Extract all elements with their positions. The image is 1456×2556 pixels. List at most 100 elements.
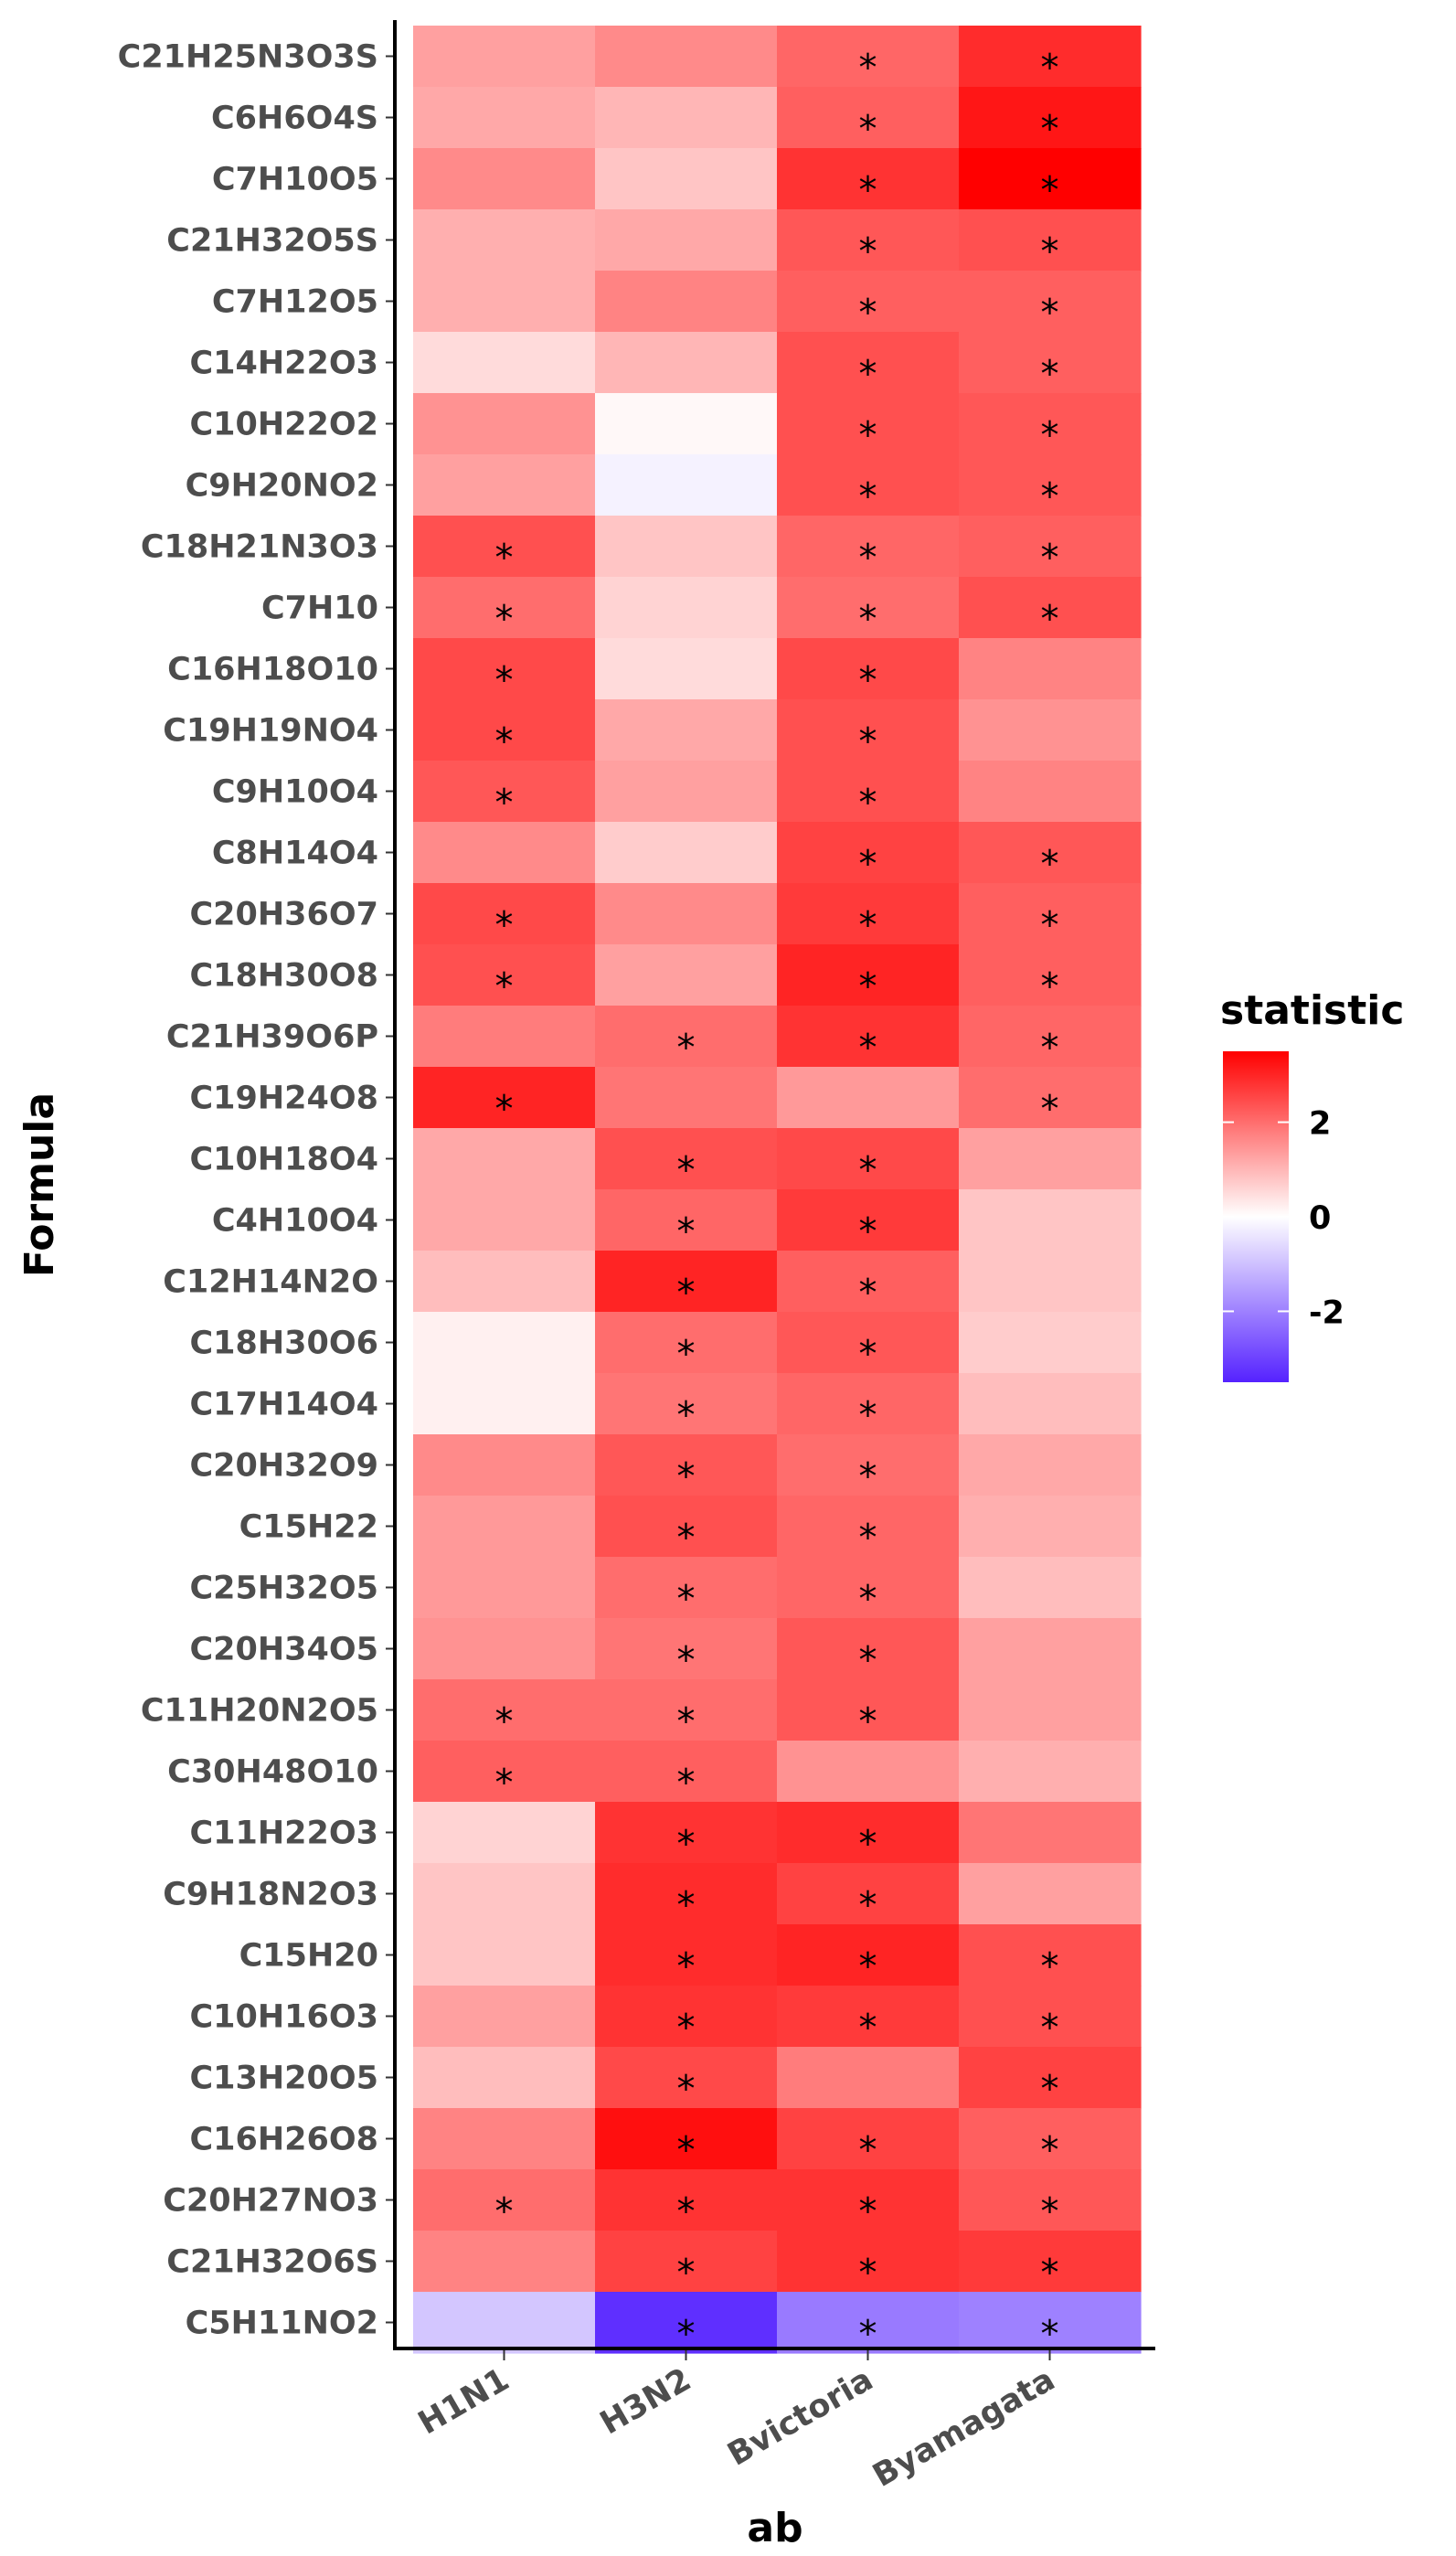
y-tick-label: C11H22O3 bbox=[190, 1816, 379, 1852]
heatmap-cell bbox=[959, 271, 1142, 333]
significance-star: * bbox=[859, 2008, 877, 2050]
heatmap-cell bbox=[413, 1373, 596, 1435]
heatmap-cell bbox=[413, 1496, 596, 1558]
significance-star: * bbox=[495, 599, 514, 641]
heatmap-cell bbox=[595, 1189, 778, 1251]
heatmap-cell bbox=[413, 1741, 596, 1803]
heatmap-cell bbox=[959, 883, 1142, 945]
y-tick-label: C17H14O4 bbox=[190, 1387, 379, 1423]
y-tick-label: C21H32O5S bbox=[166, 223, 378, 260]
heatmap-cell bbox=[595, 87, 778, 149]
heatmap-cell bbox=[959, 1251, 1142, 1313]
heatmap-cell bbox=[595, 883, 778, 945]
heatmap-cell bbox=[413, 2292, 596, 2354]
heatmap-cell bbox=[959, 1067, 1142, 1129]
heatmap-cell bbox=[595, 2047, 778, 2109]
significance-star: * bbox=[1041, 2008, 1059, 2050]
heatmap-cell bbox=[959, 1312, 1142, 1374]
significance-star: * bbox=[1041, 2314, 1059, 2356]
heatmap-cell bbox=[413, 1618, 596, 1680]
heatmap-cell bbox=[595, 1741, 778, 1803]
x-tick-label: H1N1 bbox=[412, 2361, 515, 2442]
heatmap-cell bbox=[959, 1802, 1142, 1864]
significance-star: * bbox=[1041, 599, 1059, 641]
y-tick-label: C21H32O6S bbox=[166, 2244, 378, 2281]
significance-star: * bbox=[859, 1334, 877, 1376]
significance-star: * bbox=[677, 2314, 696, 2356]
y-tick-label: C16H26O8 bbox=[190, 2122, 379, 2158]
heatmap-cell bbox=[595, 1373, 778, 1435]
significance-star: * bbox=[677, 2069, 696, 2111]
heatmap-cell bbox=[777, 26, 960, 88]
heatmap-cell bbox=[959, 2292, 1142, 2354]
y-tick-label: C20H32O9 bbox=[190, 1448, 379, 1485]
heatmap-cell bbox=[413, 638, 596, 700]
heatmap-cell bbox=[777, 209, 960, 272]
heatmap-cell bbox=[413, 699, 596, 761]
y-tick-label: C10H22O2 bbox=[190, 407, 379, 443]
significance-star: * bbox=[677, 1395, 696, 1437]
heatmap-cell bbox=[959, 2047, 1142, 2109]
y-tick-label: C20H27NO3 bbox=[163, 2183, 378, 2220]
heatmap-cell bbox=[413, 1128, 596, 1190]
significance-star: * bbox=[859, 783, 877, 825]
heatmap-cell bbox=[777, 1557, 960, 1619]
significance-star: * bbox=[859, 231, 877, 273]
heatmap-cell bbox=[413, 822, 596, 884]
heatmap-cell bbox=[777, 2108, 960, 2170]
heatmap-cell bbox=[777, 516, 960, 578]
heatmap-cell bbox=[777, 1128, 960, 1190]
significance-star: * bbox=[859, 1885, 877, 1927]
significance-star: * bbox=[1041, 1089, 1059, 1131]
significance-star: * bbox=[495, 721, 514, 763]
heatmap-cell bbox=[413, 2108, 596, 2170]
heatmap-cell bbox=[595, 1312, 778, 1374]
heatmap-cell bbox=[959, 148, 1142, 210]
heatmap-cell bbox=[777, 1434, 960, 1496]
significance-star: * bbox=[1041, 2130, 1059, 2172]
significance-star: * bbox=[495, 1089, 514, 1131]
heatmap-cell bbox=[413, 1189, 596, 1251]
heatmap-cell bbox=[777, 393, 960, 455]
heatmap-cell bbox=[595, 1924, 778, 1986]
significance-star: * bbox=[495, 905, 514, 947]
significance-star: * bbox=[1041, 2069, 1059, 2111]
y-tick-label: C10H18O4 bbox=[190, 1142, 379, 1178]
significance-star: * bbox=[1041, 231, 1059, 273]
significance-star: * bbox=[495, 538, 514, 580]
heatmap-cell bbox=[777, 1496, 960, 1558]
heatmap-cell bbox=[595, 1434, 778, 1496]
heatmap-cell bbox=[777, 148, 960, 210]
y-tick-label: C20H36O7 bbox=[190, 897, 379, 933]
significance-star: * bbox=[677, 1640, 696, 1682]
heatmap-cell bbox=[777, 1618, 960, 1680]
significance-star: * bbox=[495, 1763, 514, 1805]
significance-star: * bbox=[1041, 476, 1059, 518]
heatmap-cell bbox=[959, 1679, 1142, 1741]
heatmap-cell bbox=[413, 1006, 596, 1068]
significance-markers: * * * * * * * * * * * * * * * * * * * * * * * * * * * * * * * * * * * * * * * *… bbox=[495, 48, 1059, 2356]
heatmap-cell bbox=[595, 1496, 778, 1558]
significance-star: * bbox=[495, 660, 514, 702]
legend-tick-label: 2 bbox=[1309, 1106, 1331, 1143]
significance-star: * bbox=[1041, 2191, 1059, 2233]
heatmap-cell bbox=[777, 1802, 960, 1864]
heatmap-cell bbox=[959, 2169, 1142, 2231]
significance-star: * bbox=[495, 1701, 514, 1743]
significance-star: * bbox=[859, 966, 877, 1008]
heatmap-cell bbox=[413, 1251, 596, 1313]
heatmap-cell bbox=[413, 1986, 596, 2048]
heatmap-cell bbox=[777, 761, 960, 823]
heatmap-cell bbox=[959, 393, 1142, 455]
heatmap-cell bbox=[413, 1067, 596, 1129]
significance-star: * bbox=[1041, 415, 1059, 457]
heatmap-cell bbox=[413, 944, 596, 1006]
heatmap-cell bbox=[413, 516, 596, 578]
heatmap-cell bbox=[595, 1557, 778, 1619]
heatmap-cell bbox=[959, 1189, 1142, 1251]
heatmap-cell bbox=[777, 1067, 960, 1129]
significance-star: * bbox=[1041, 170, 1059, 212]
significance-star: * bbox=[677, 1211, 696, 1253]
y-tick-label: C14H22O3 bbox=[190, 346, 379, 382]
